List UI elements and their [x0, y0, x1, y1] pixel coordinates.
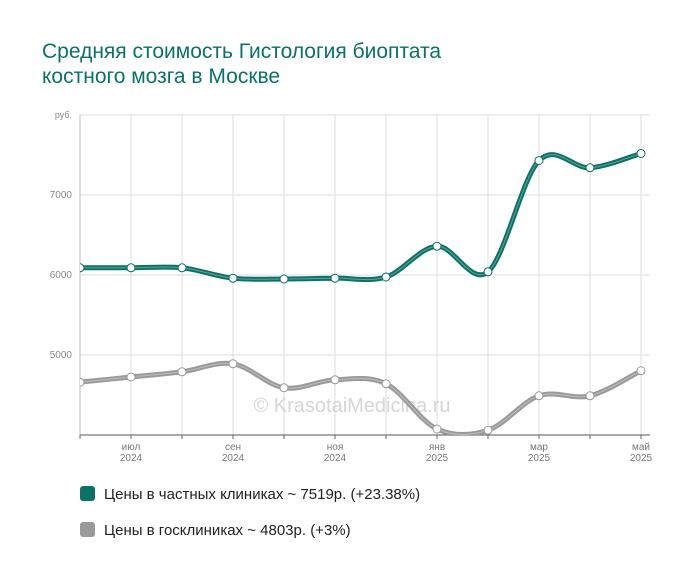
y-tick-label: 6000	[50, 270, 73, 281]
plot-area	[80, 148, 646, 435]
data-point	[228, 273, 238, 283]
x-tick-label-part: май	[632, 442, 650, 453]
data-point	[279, 383, 289, 393]
chart-title: Средняя стоимость Гистология биоптата	[42, 40, 441, 63]
data-point	[228, 359, 238, 369]
data-point	[279, 274, 289, 284]
data-point	[483, 267, 493, 277]
legend-swatch	[80, 522, 95, 537]
x-tick-label-part: сен	[225, 442, 241, 453]
series-line	[80, 151, 642, 283]
x-tick-label-part: 2024	[222, 453, 245, 464]
data-point	[177, 367, 187, 377]
data-point	[330, 273, 340, 283]
series-line-highlight	[80, 152, 642, 281]
y-tick-label: 5000	[50, 350, 73, 361]
watermark: © KrasotaiMedicina.ru	[253, 395, 450, 417]
x-tick-label-part: 2024	[120, 453, 143, 464]
data-point	[636, 148, 646, 158]
data-point	[330, 375, 340, 385]
data-point	[432, 241, 442, 251]
data-point	[126, 372, 136, 382]
x-tick-label: ноя 2024	[324, 442, 347, 464]
x-tick-label: май 2025	[630, 442, 653, 464]
legend-label: Цены в госклиниках ~ 4803р. (+3%)	[104, 522, 351, 539]
x-tick-label-part: 2025	[426, 453, 449, 464]
data-point	[381, 272, 391, 282]
data-point	[585, 163, 595, 173]
x-tick-label: июл 2024	[120, 442, 143, 464]
x-tick-label-part: янв	[429, 442, 445, 453]
data-point	[80, 377, 85, 387]
data-point	[177, 263, 187, 273]
x-tick-label-part: июл	[122, 442, 141, 453]
legend-swatch	[80, 486, 95, 501]
data-point	[80, 263, 85, 273]
x-tick-label: сен 2024	[222, 442, 245, 464]
data-point	[483, 425, 493, 435]
x-tick-label-part: мар	[530, 442, 548, 453]
x-tick-label-part: ноя	[327, 442, 344, 453]
data-point	[534, 156, 544, 166]
data-point	[585, 391, 595, 401]
chart-title: костного мозга в Москве	[42, 65, 280, 88]
x-tick-label: мар 2025	[528, 442, 551, 464]
x-tick-label-part: 2025	[528, 453, 551, 464]
data-point	[126, 263, 136, 273]
y-tick-label: руб.	[55, 110, 72, 120]
data-point	[432, 424, 442, 434]
x-tick-label-part: 2024	[324, 453, 347, 464]
y-tick-label: 7000	[50, 190, 73, 201]
data-point	[381, 379, 391, 389]
x-tick-label-part: 2025	[630, 453, 653, 464]
x-tick-label: янв 2025	[426, 442, 449, 464]
data-point	[636, 366, 646, 376]
data-point	[534, 391, 544, 401]
legend-label: Цены в частных клиниках ~ 7519р. (+23.38…	[104, 486, 420, 503]
